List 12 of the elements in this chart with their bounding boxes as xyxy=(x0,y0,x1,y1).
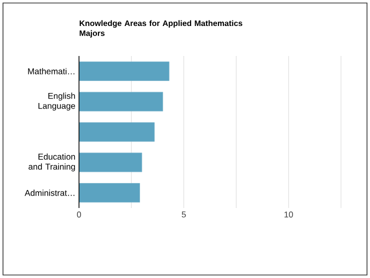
x-tick-label: 5 xyxy=(182,212,186,218)
y-tick-label: English Language xyxy=(38,92,76,111)
x-tick-label: 10 xyxy=(284,212,293,218)
bar xyxy=(79,122,155,142)
bar xyxy=(79,62,170,81)
x-tick-label: 0 xyxy=(76,212,82,218)
bar xyxy=(79,183,140,202)
bar xyxy=(79,152,142,172)
y-tick-label: Administrat… xyxy=(24,190,74,196)
bar xyxy=(79,92,164,112)
y-tick-label: Mathemati… xyxy=(28,68,74,74)
y-tick-label: Education and Training xyxy=(28,153,75,172)
